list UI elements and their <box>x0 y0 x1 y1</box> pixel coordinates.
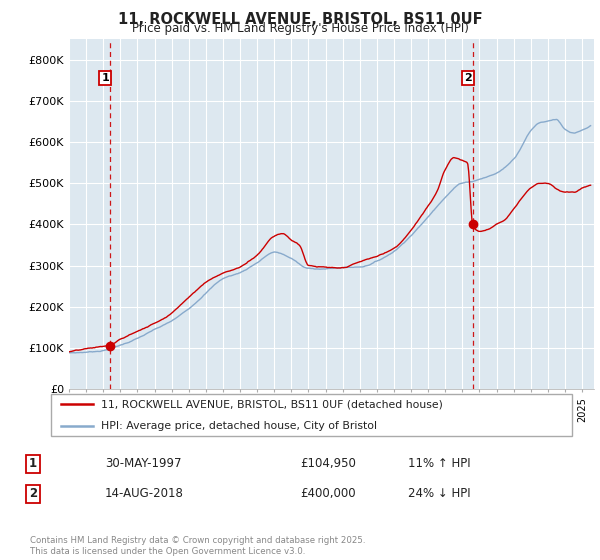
Text: 11, ROCKWELL AVENUE, BRISTOL, BS11 0UF: 11, ROCKWELL AVENUE, BRISTOL, BS11 0UF <box>118 12 482 27</box>
Text: £400,000: £400,000 <box>300 487 356 501</box>
Text: 14-AUG-2018: 14-AUG-2018 <box>105 487 184 501</box>
Text: 1: 1 <box>101 73 109 83</box>
Text: £104,950: £104,950 <box>300 457 356 470</box>
Text: 24% ↓ HPI: 24% ↓ HPI <box>408 487 470 501</box>
Text: 11, ROCKWELL AVENUE, BRISTOL, BS11 0UF (detached house): 11, ROCKWELL AVENUE, BRISTOL, BS11 0UF (… <box>101 399 443 409</box>
Text: 11% ↑ HPI: 11% ↑ HPI <box>408 457 470 470</box>
Text: 2: 2 <box>464 73 472 83</box>
Text: 30-MAY-1997: 30-MAY-1997 <box>105 457 182 470</box>
Text: Price paid vs. HM Land Registry's House Price Index (HPI): Price paid vs. HM Land Registry's House … <box>131 22 469 35</box>
Text: HPI: Average price, detached house, City of Bristol: HPI: Average price, detached house, City… <box>101 421 377 431</box>
Text: 1: 1 <box>29 457 37 470</box>
Text: 2: 2 <box>29 487 37 501</box>
FancyBboxPatch shape <box>50 394 572 436</box>
Text: Contains HM Land Registry data © Crown copyright and database right 2025.
This d: Contains HM Land Registry data © Crown c… <box>30 536 365 556</box>
